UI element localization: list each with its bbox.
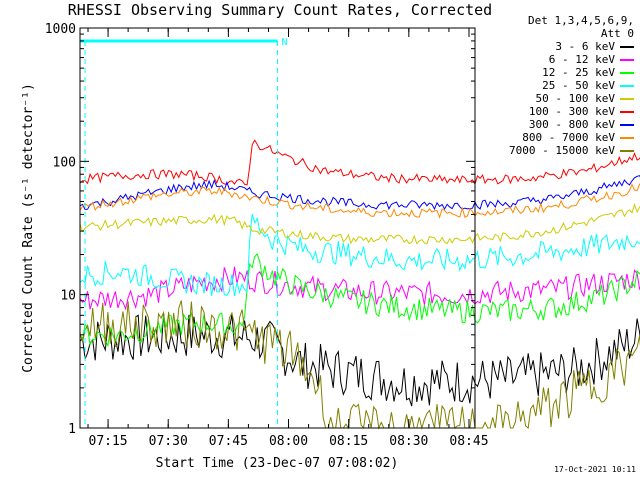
y-tick-label: 1 — [68, 422, 76, 437]
night-intervals: N — [80, 37, 288, 428]
series-line-6-12-keV — [79, 266, 640, 311]
x-tick-label: 07:30 — [149, 434, 188, 449]
legend-entry: 50 - 100 keV — [509, 92, 634, 105]
legend: 3 - 6 keV 6 - 12 keV 12 - 25 keV 25 - 50 ke… — [509, 40, 634, 157]
legend-label: 50 - 100 keV — [535, 92, 615, 105]
y-tick-label: 10 — [60, 289, 76, 304]
y-tick-label: 1000 — [45, 22, 76, 37]
legend-entry: 12 - 25 keV — [509, 66, 634, 79]
series-line-100-300-keV — [79, 139, 640, 186]
legend-label: 800 - 7000 keV — [522, 131, 615, 144]
series-layer — [79, 139, 640, 430]
x-tick-label: 07:45 — [209, 434, 248, 449]
chart-title: RHESSI Observing Summary Count Rates, Co… — [67, 1, 493, 19]
legend-entry: 3 - 6 keV — [509, 40, 634, 53]
legend-label: 7000 - 15000 keV — [509, 144, 615, 157]
series-line-300-800-keV — [79, 175, 640, 211]
legend-label: 6 - 12 keV — [548, 53, 615, 66]
night-label: N — [282, 37, 288, 48]
legend-swatch — [620, 137, 634, 139]
series-line-12-25-keV — [79, 253, 640, 348]
legend-entry: 100 - 300 keV — [509, 105, 634, 118]
legend-swatch — [620, 124, 634, 126]
x-tick-label: 08:30 — [389, 434, 428, 449]
series-line-7000-15000-keV — [79, 300, 640, 430]
legend-header-line: Det 1,3,4,5,6,9, — [528, 14, 634, 27]
plot-frame — [79, 27, 476, 429]
legend-swatch — [620, 85, 634, 87]
legend-entry: 800 - 7000 keV — [509, 131, 634, 144]
y-axis: 1 10 100 1000 — [45, 22, 475, 437]
legend-swatch — [620, 59, 634, 61]
series-line-25-50-keV — [79, 213, 640, 297]
legend-header-line: Att 0 — [600, 27, 634, 40]
legend-label: 300 - 800 keV — [528, 118, 615, 131]
y-axis-label: Corrected Count Rate (s⁻¹ detector⁻¹) — [21, 83, 36, 373]
x-tick-label: 08:45 — [449, 434, 488, 449]
legend-label: 12 - 25 keV — [542, 66, 615, 79]
legend-swatch — [620, 111, 634, 113]
legend-swatch — [620, 150, 634, 152]
x-axis: 07:15 07:30 07:45 08:00 08:15 08:30 08:45 — [87, 28, 489, 449]
legend-swatch — [620, 98, 634, 100]
series-line-50-100-keV — [79, 203, 640, 245]
legend-label: 25 - 50 keV — [542, 79, 615, 92]
legend-label: 100 - 300 keV — [528, 105, 615, 118]
timestamp: 17-Oct-2021 10:11 — [554, 465, 636, 474]
legend-swatch — [620, 46, 634, 48]
legend-entry: 7000 - 15000 keV — [509, 144, 634, 157]
legend-swatch — [620, 72, 634, 74]
y-tick-label: 100 — [53, 155, 76, 170]
x-axis-label: Start Time (23-Dec-07 07:08:02) — [156, 456, 399, 471]
legend-header: Det 1,3,4,5,6,9, Att 0 — [528, 14, 634, 40]
series-line-800-7000-keV — [79, 183, 640, 219]
legend-entry: 300 - 800 keV — [509, 118, 634, 131]
x-tick-label: 08:00 — [269, 434, 308, 449]
legend-entry: 6 - 12 keV — [509, 53, 634, 66]
legend-entry: 25 - 50 keV — [509, 79, 634, 92]
x-tick-label: 08:15 — [329, 434, 368, 449]
legend-label: 3 - 6 keV — [555, 40, 615, 53]
x-tick-label: 07:15 — [89, 434, 128, 449]
